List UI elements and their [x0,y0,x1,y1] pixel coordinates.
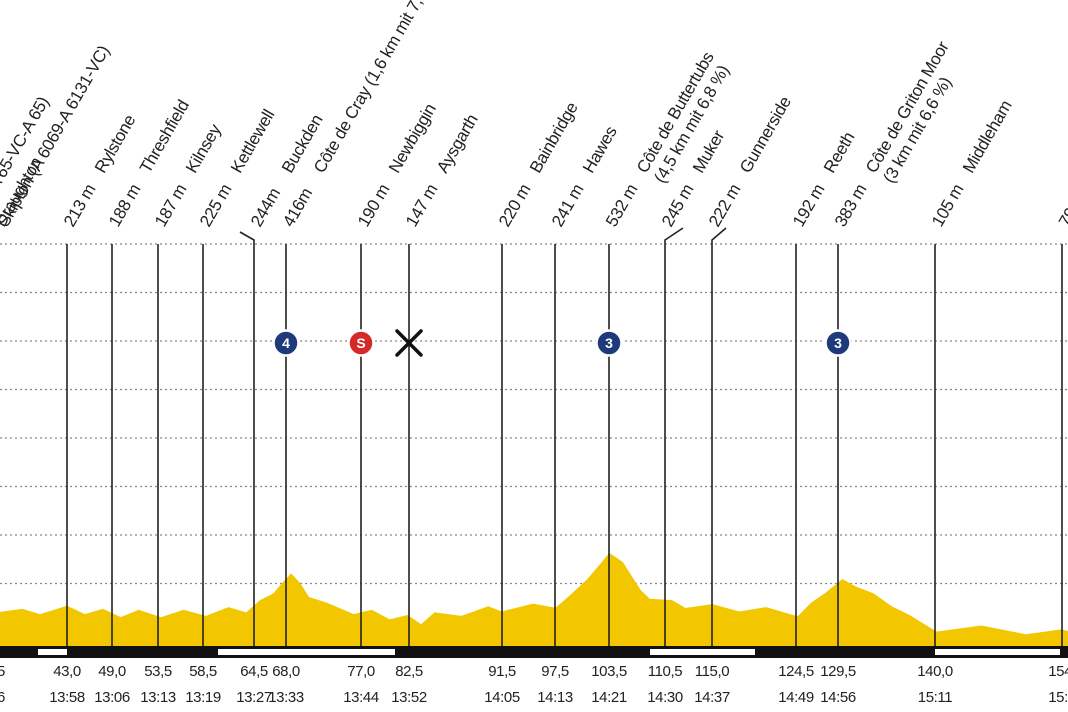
waypoint-altitude: 147 m [402,181,441,230]
distance-bar-segment [650,649,755,655]
time-label: 14:13 [537,689,573,706]
km-label: 64,5 [240,663,268,680]
waypoint-altitude: 187 m [151,181,190,230]
time-label: 15:3 [1048,689,1068,706]
km-label: 68,0 [272,663,300,680]
time-label: 13:33 [268,689,304,706]
waypoint-altitude: 79 [1055,205,1068,230]
km-label: 58,5 [189,663,217,680]
distance-bar [0,646,1068,658]
waypoint-label: 79 [1055,205,1068,230]
climb-markers: 4 S 3 3 [272,329,852,357]
marker-label: 3 [605,335,613,351]
distance-bar-segment [0,649,38,655]
waypoint-altitude: 383 m [831,181,870,230]
waypoint-name: Bainbridge [526,99,582,176]
marker-label: 4 [282,335,290,351]
time-label: 13:27 [236,689,272,706]
km-label: 129,5 [820,663,856,680]
time-label: 14:05 [484,689,520,706]
climb-category-marker: 4 [272,329,300,357]
distance-bar-segment [218,649,395,655]
waypoint-name: Kilnsey [182,120,225,176]
km-label: 154, [1048,663,1068,680]
waypoint-altitude: 245 m [658,181,697,230]
waypoint-name: Hawes [579,123,621,176]
time-label: 13:44 [343,689,379,706]
time-label: 13:58 [49,689,85,706]
waypoint-altitude: 190 m [354,181,393,230]
km-label: 103,5 [591,663,627,680]
km-label: 91,5 [488,663,516,680]
climb-category-marker: 3 [824,329,852,357]
waypoint-altitude: 220 m [495,181,534,230]
km-label: 82,5 [395,663,423,680]
km-label: 124,5 [778,663,814,680]
time-label: 13:52 [391,689,427,706]
time-label: 14:21 [591,689,627,706]
waypoint-altitude: 105 m [928,181,967,230]
waypoint-label: 222 m Gunnerside [705,93,795,230]
waypoint-altitude: 241 m [548,181,587,230]
time-label: 13:06 [94,689,130,706]
waypoint-line-bend [711,227,727,244]
climb-category-marker: 3 [595,329,623,357]
waypoint-altitude: 188 m [105,181,144,230]
waypoint-altitude: 192 m [789,181,828,230]
feed-zone-icon [395,329,423,357]
waypoint-line-bend [239,231,255,244]
waypoint-name: Kettlewell [227,106,278,176]
waypoint-altitude: 225 m [196,181,235,230]
waypoint-name: Rylstone [91,112,139,177]
waypoint-name: Middleham [959,97,1016,176]
time-label: 15:11 [918,689,952,706]
waypoint-name: Côte de Cray (1,6 km mit 7,1 %) [310,0,443,176]
sprint-marker: S [347,329,375,357]
distance-bar-segment [67,649,218,655]
waypoint-altitude: 213 m [60,181,99,230]
distance-bar-segment [395,649,650,655]
km-label: 77,0 [347,663,375,680]
km-label: 140,0 [917,663,953,680]
distance-bar-segment [1060,649,1068,655]
time-label: 14:56 [820,689,856,706]
grid-lines [0,243,1068,585]
waypoint-altitude: 222 m [705,181,744,230]
waypoint-altitude: 416m [279,185,316,230]
km-label: 49,0 [98,663,126,680]
waypoint-altitude: 244m [247,185,284,230]
waypoint-name: Newbiggin [385,100,440,176]
waypoint-name: Aysgarth [433,111,482,176]
km-label: 53,5 [144,663,172,680]
waypoint-line-bend [664,227,684,244]
time-label: 6 [0,689,5,706]
waypoint-altitude: 532 m [602,181,641,230]
marker-label: S [356,335,365,351]
km-time-labels: 5 6 43,0 13:58 49,0 13:06 53,5 13:13 58,5 13:19 64… [0,663,1068,706]
km-label: 115,0 [695,663,729,680]
km-label: 110,5 [648,663,682,680]
waypoint-name: Reeth [820,129,858,176]
distance-bar-segment [935,649,1060,655]
marker-label: 3 [834,335,842,351]
time-label: 14:30 [647,689,683,706]
time-label: 14:37 [694,689,730,706]
km-label: 5 [0,663,5,680]
time-label: 13:13 [140,689,176,706]
km-label: 97,5 [541,663,569,680]
waypoint-label: 105 m Middleham [928,97,1016,230]
waypoint-lines [66,227,1063,646]
distance-bar-segment [755,649,935,655]
km-label: 43,0 [53,663,81,680]
waypoint-name: Gunnerside [736,93,795,176]
distance-bar-segment [38,649,67,655]
time-label: 14:49 [778,689,814,706]
elevation-area [0,552,1068,646]
time-label: 13:19 [185,689,221,706]
